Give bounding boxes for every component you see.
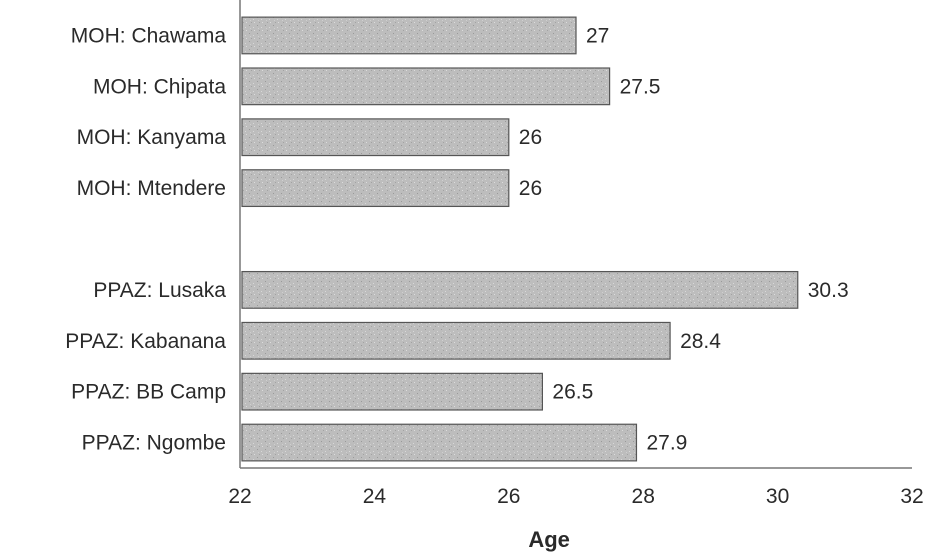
x-tick-label: 28 [632, 485, 655, 508]
value-label: 26.5 [552, 381, 593, 404]
x-tick-label: 24 [363, 485, 387, 508]
x-tick-label: 30 [766, 485, 789, 508]
bar [241, 372, 543, 411]
value-label: 27.5 [620, 75, 661, 98]
category-label: PPAZ: BB Camp [71, 381, 226, 404]
bar [241, 67, 611, 106]
category-label: MOH: Kanyama [77, 126, 227, 149]
value-label: 27.9 [646, 432, 687, 455]
bar [241, 423, 638, 462]
value-label: 28.4 [680, 330, 721, 353]
bar [241, 169, 510, 208]
x-tick-label: 26 [497, 485, 520, 508]
category-label: PPAZ: Ngombe [82, 432, 226, 455]
x-axis-title: Age [528, 527, 570, 552]
x-tick-label: 22 [228, 485, 251, 508]
value-label: 26 [519, 177, 542, 200]
category-label: MOH: Chipata [93, 75, 226, 98]
bar [241, 321, 671, 360]
bar [241, 16, 577, 55]
value-label: 27 [586, 24, 609, 47]
x-tick-labels-group: 22 24 26 28 30 32 [228, 485, 923, 508]
category-label: MOH: Mtendere [77, 177, 226, 200]
bars-group [241, 16, 799, 462]
value-labels-group: 27 27.5 26 26 30.3 28.4 26.5 27.9 [519, 24, 849, 454]
x-tick-label: 32 [900, 485, 923, 508]
category-label: MOH: Chawama [71, 24, 227, 47]
bar [241, 118, 510, 157]
value-label: 30.3 [808, 279, 849, 302]
category-label: PPAZ: Kabanana [65, 330, 226, 353]
category-labels-group: MOH: Chawama MOH: Chipata MOH: Kanyama MOH:… [65, 24, 226, 454]
category-label: PPAZ: Lusaka [93, 279, 226, 302]
bar [241, 270, 799, 309]
value-label: 26 [519, 126, 542, 149]
